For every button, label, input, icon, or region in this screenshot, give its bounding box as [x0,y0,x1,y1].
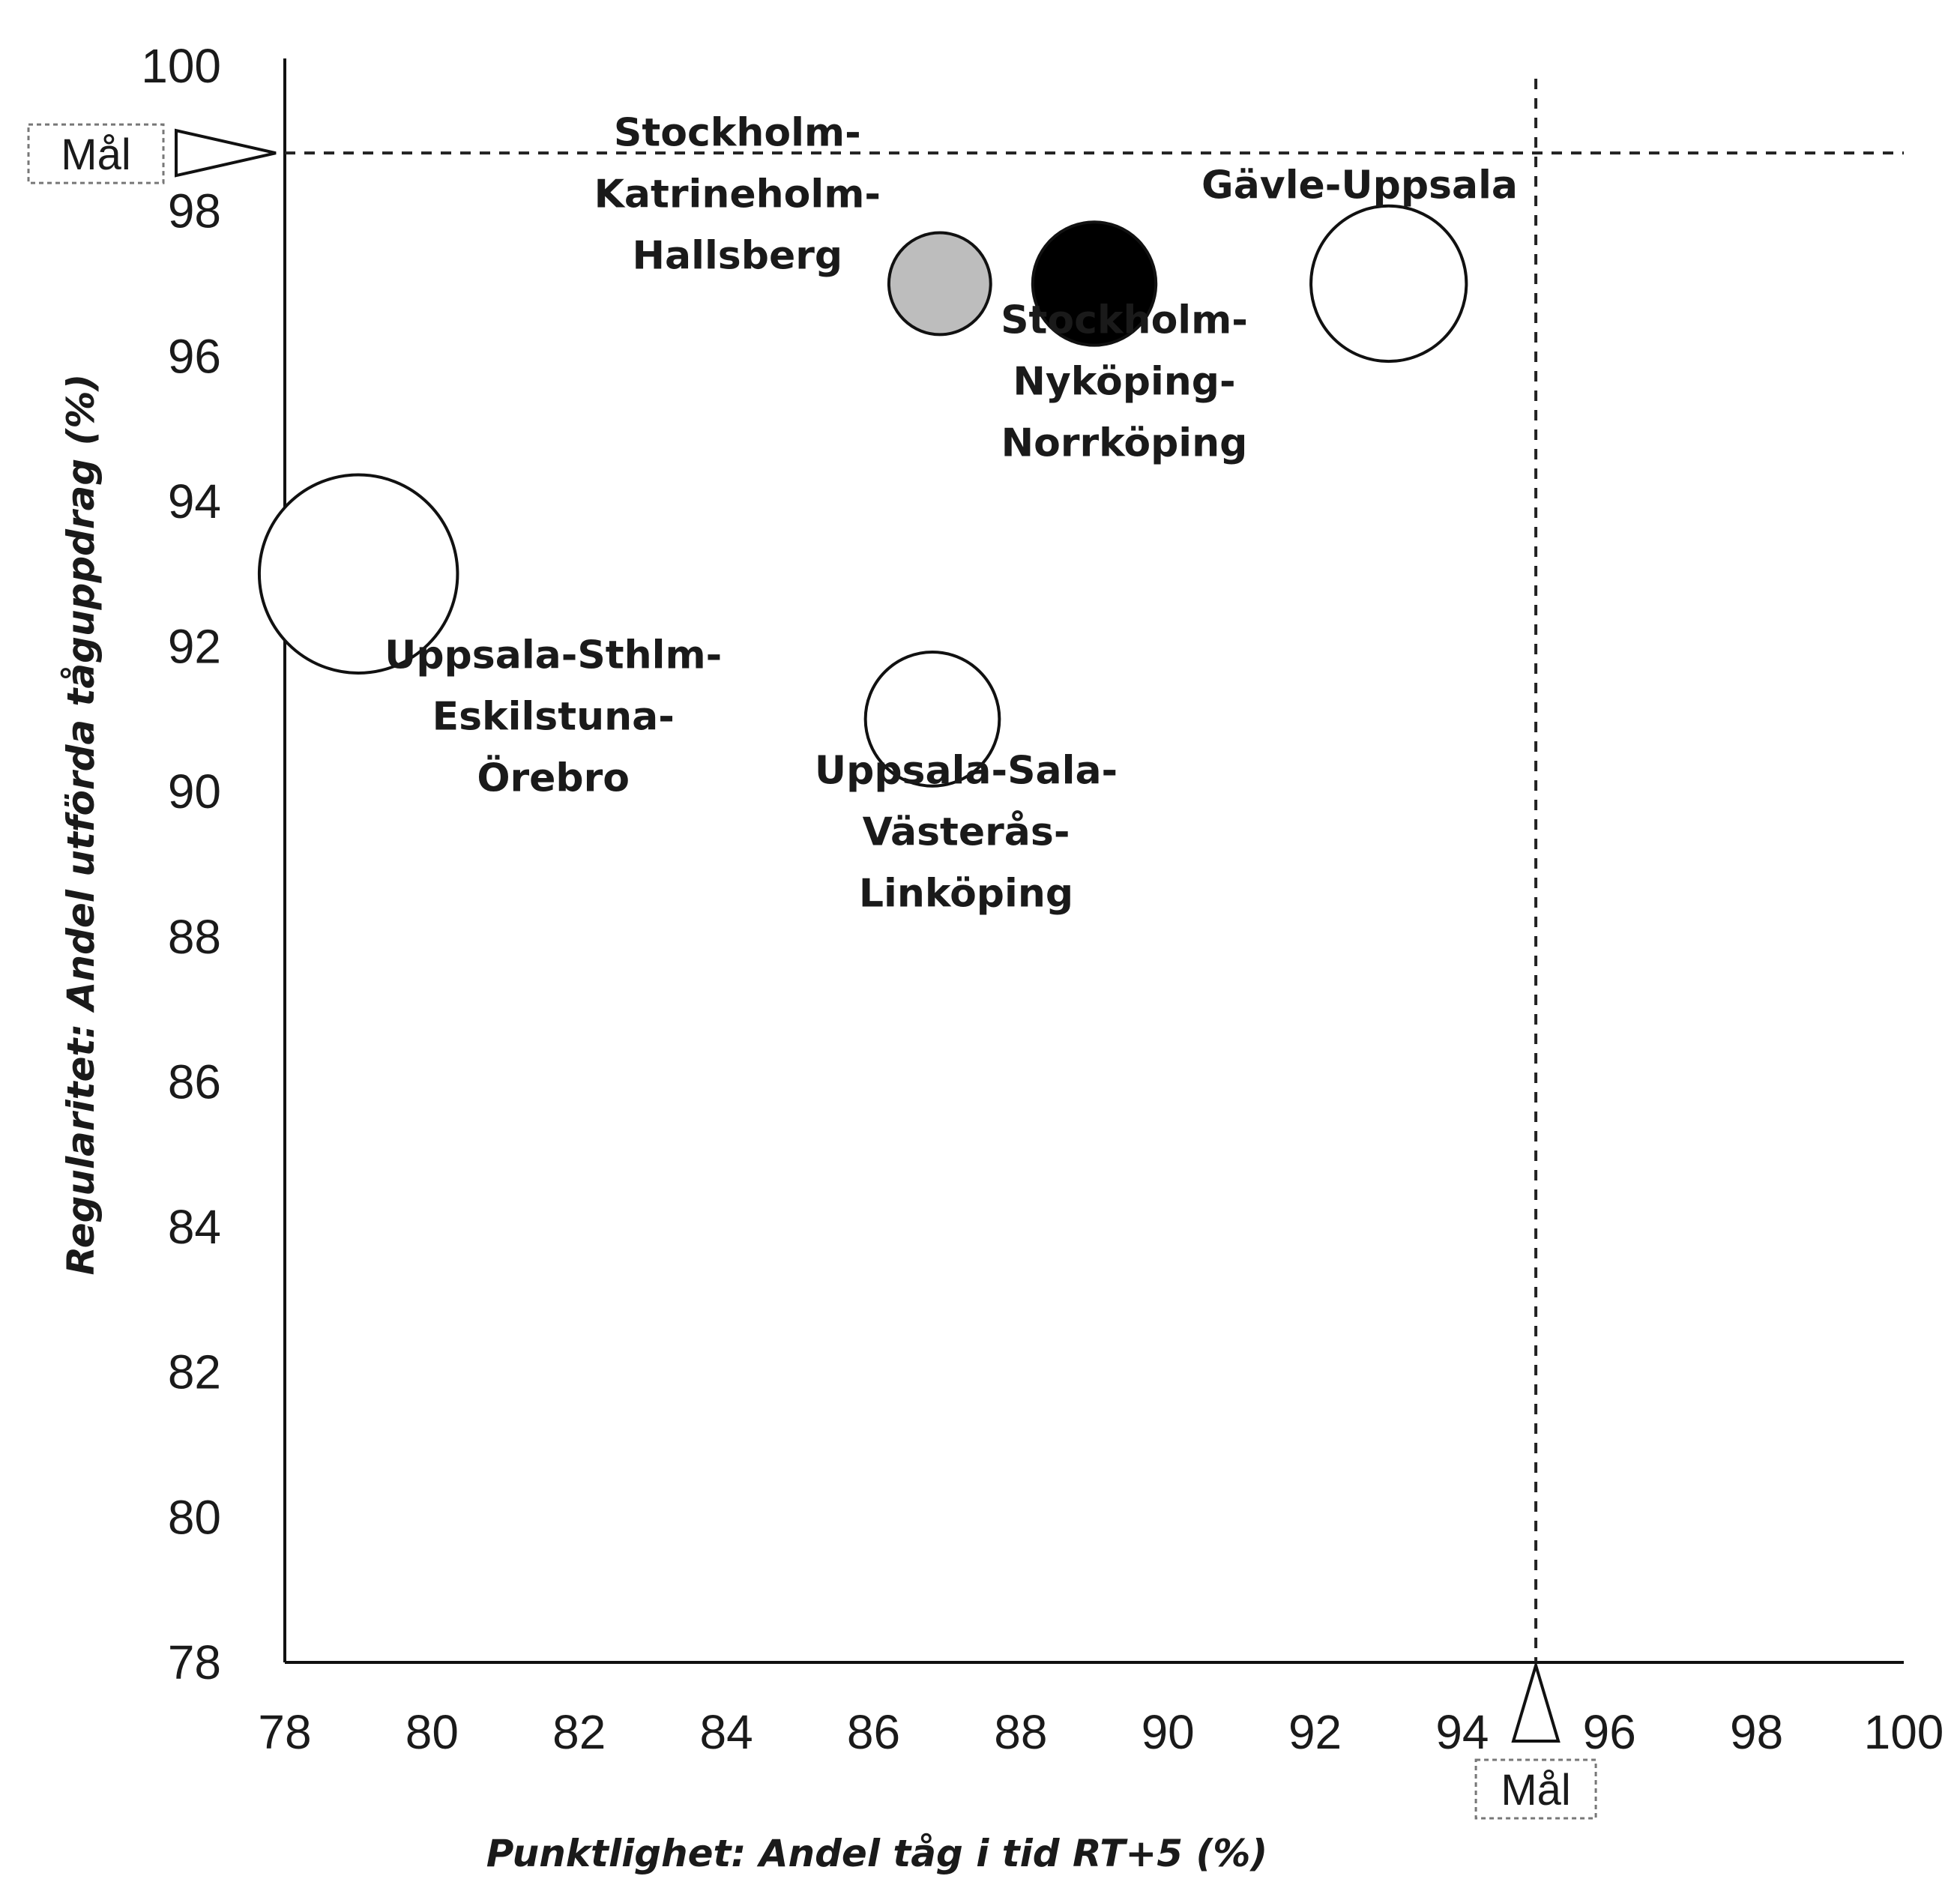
bubble [863,651,1001,788]
goal-x-arrow-icon [1511,1659,1561,1743]
x-tick-label: 82 [552,1705,606,1759]
y-tick-label: 78 [168,1635,221,1689]
x-tick-label: 86 [847,1705,900,1759]
y-tick-label: 98 [168,184,221,238]
x-tick-label: 96 [1583,1705,1636,1759]
bubble-label: Stockholm- Katrineholm- Hallsberg [594,110,881,278]
y-tick-label: 80 [168,1490,221,1544]
bubble-label-line: Västerås- [863,809,1070,854]
x-axis-title: Punktlighet: Andel tåg i tid RT+5 (%) [486,1832,1268,1875]
x-tick-label: 78 [258,1705,311,1759]
x-tick-label: 90 [1142,1705,1195,1759]
bubble-label-line: Örebro [477,755,630,801]
goal-y-label-box [27,123,165,184]
bubble-label-line: Eskilstuna- [432,695,675,740]
bubble-label-line: Nyköping- [1013,359,1235,404]
bubble-label: Uppsala-Sala- Västerås- Linköping [815,748,1118,916]
y-tick-label: 86 [168,1055,221,1109]
bubble-label: Gävle-Uppsala [1201,163,1518,208]
bubble-label: Stockholm- Nyköping- Norrköping [1001,298,1248,465]
x-tick-label: 92 [1288,1705,1342,1759]
x-tick-label: 84 [699,1705,753,1759]
bubble-label-line: Gävle-Uppsala [1201,163,1518,208]
y-tick-label: 96 [168,329,221,383]
x-tick-label: 100 [1864,1705,1944,1759]
goal-x-label-box [1474,1758,1597,1820]
y-tick-label: 88 [168,910,221,964]
x-tick-label: 88 [994,1705,1047,1759]
y-axis-title: Regularitet: Andel utförda tåguppdrag (%… [59,374,103,1276]
goal-x-label: Mål [1501,1766,1570,1815]
bubble-label-line: Stockholm- [1001,298,1248,343]
bubble [1031,220,1158,347]
goal-y-arrow-icon [175,128,277,178]
bubble-label-line: Stockholm- [614,110,861,155]
bubble-label: Uppsala-Sthlm- Eskilstuna- Örebro [385,633,722,801]
y-tick-label: 84 [168,1200,221,1254]
bubble [887,231,992,337]
bubble-label-line: Hallsberg [633,233,843,278]
goal-y-label: Mål [61,130,130,179]
bubble-label-line: Uppsala-Sthlm- [385,633,722,678]
x-tick-label: 80 [405,1705,459,1759]
goal-group: Mål Mål [27,79,1904,1820]
bubble [257,473,459,675]
bubble-label-line: Uppsala-Sala- [815,748,1118,793]
axes-group [283,58,1904,1664]
bubbles-group: Stockholm-Katrineholm-HallsbergStockholm… [257,110,1518,916]
bubble [1309,204,1468,364]
y-tick-label: 90 [168,764,221,818]
y-tick-label: 94 [168,474,221,528]
bubble-label-line: Katrineholm- [594,172,881,217]
bubble-label-line: Norrköping [1001,420,1248,465]
tick-labels-group: 78 80 82 84 86 88 90 92 94 96 98 100 100 98 96 94 92 90 88… [141,39,1944,1759]
x-tick-label: 98 [1730,1705,1783,1759]
y-tick-label: 92 [168,620,221,674]
y-tick-label: 82 [168,1345,221,1399]
bubble-label-line: Linköping [859,871,1073,916]
x-tick-label: 94 [1435,1705,1489,1759]
y-tick-label: 100 [141,39,221,93]
